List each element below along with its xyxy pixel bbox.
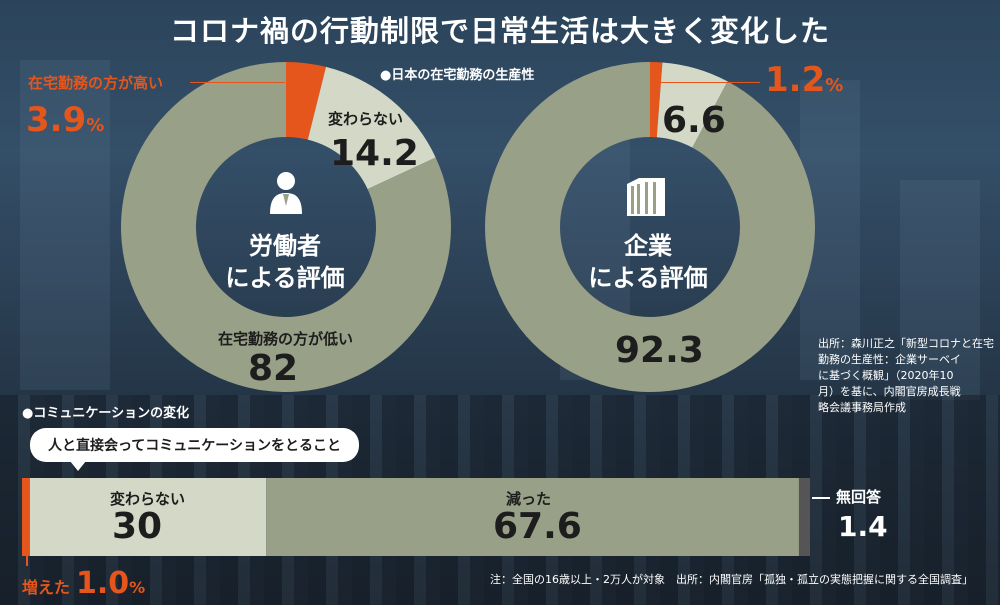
label-nochange-worker: 変わらない xyxy=(328,110,404,128)
donut-worker xyxy=(120,62,451,392)
question-bubble: 人と直接会ってコミュニケーションをとること xyxy=(30,428,360,471)
leader-line xyxy=(190,82,285,83)
value-worker-lower: 82 xyxy=(248,348,299,389)
percent-sign: % xyxy=(825,75,844,96)
bar-segment-1 xyxy=(29,478,267,556)
leader-line xyxy=(652,82,760,83)
page-title: コロナ禍の行動制限で日常生活は大きく変化した xyxy=(169,14,830,48)
source-line: に基づく概観」（2020年10 xyxy=(818,369,954,382)
bg-building xyxy=(20,60,110,390)
value-bar-decreased: 67.6 xyxy=(493,506,582,547)
percent-sign: % xyxy=(86,115,105,136)
building-icon xyxy=(627,178,665,216)
company-center-line2: による評価 xyxy=(588,264,708,292)
value-worker-higher-number: 3.9 xyxy=(26,100,87,140)
worker-slice-2 xyxy=(120,62,451,392)
worker-slice-0 xyxy=(286,62,326,140)
worker-slice-1 xyxy=(307,66,436,190)
bar-segment-0 xyxy=(22,478,30,556)
donut-company xyxy=(484,62,815,392)
worker-center-label: 労働者 による評価 xyxy=(200,230,370,294)
value-worker-higher: 3.9% xyxy=(26,100,104,140)
label-increased-text: 増えた xyxy=(22,578,71,597)
company-slice-1 xyxy=(656,62,728,148)
leader-line xyxy=(26,556,28,566)
leader-line xyxy=(812,497,830,499)
value-no-answer: 1.4 xyxy=(838,510,888,543)
percent-sign: % xyxy=(129,578,146,597)
value-company-nochange: 6.6 xyxy=(662,100,726,141)
source-line: 勤務の生産性：企業サーベイ xyxy=(818,353,961,366)
value-company-higher: 1.2% xyxy=(765,60,843,100)
worker-center-line2: による評価 xyxy=(225,264,345,292)
value-company-higher-number: 1.2 xyxy=(765,60,826,100)
source-line: 出所：森川正之「新型コロナと在宅 xyxy=(818,337,994,350)
source-line: 略会議事務局作成 xyxy=(818,401,906,414)
stacked-bar xyxy=(22,478,810,556)
label-bar-decreased: 減った xyxy=(506,490,552,508)
bg-building xyxy=(900,180,980,400)
company-center-label: 企業 による評価 xyxy=(568,230,728,294)
label-bar-nochange: 変わらない xyxy=(110,490,186,508)
source-note-1: 出所：森川正之「新型コロナと在宅 勤務の生産性：企業サーベイ に基づく概観」（2… xyxy=(818,336,998,416)
source-line: 月）を基に、内閣官房成長戦 xyxy=(818,385,961,398)
label-lower-worker: 在宅勤務の方が低い xyxy=(218,330,354,348)
label-higher: 在宅勤務の方が高い xyxy=(28,74,164,92)
company-center-line1: 企業 xyxy=(624,232,672,260)
value-company-lower: 92.3 xyxy=(615,330,704,371)
label-no-answer: 無回答 xyxy=(836,488,882,506)
value-increased: 1.0 xyxy=(76,566,130,601)
company-slice-0 xyxy=(650,62,663,138)
value-bar-nochange: 30 xyxy=(112,506,163,547)
bar-segment-2 xyxy=(266,478,799,556)
value-worker-nochange: 14.2 xyxy=(330,133,419,174)
section-label-productivity: ●日本の在宅勤務の生産性 xyxy=(380,68,535,83)
label-increased: 増えた 1.0% xyxy=(22,566,145,601)
company-slice-2 xyxy=(484,62,815,392)
bar-segment-3 xyxy=(798,478,810,556)
section-label-communication: ●コミュニケーションの変化 xyxy=(22,406,190,421)
source-note-2: 注：全国の16歳以上・2万人が対象 出所：内閣官房「孤独・孤立の実態把握に関する… xyxy=(490,573,973,586)
worker-center-line1: 労働者 xyxy=(249,232,321,260)
person-icon xyxy=(270,172,302,214)
